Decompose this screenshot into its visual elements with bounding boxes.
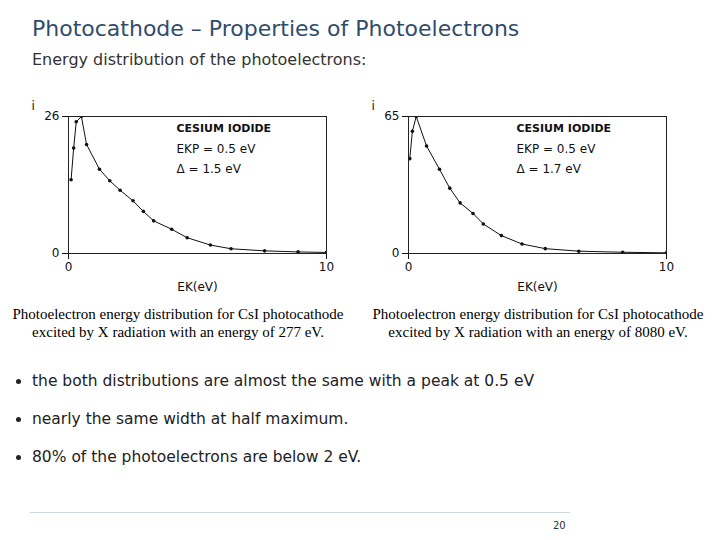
- html-text:Photoelectron energy distribut: Photoelectron energy distribution for Cs…: [372, 306, 704, 340]
- html-text:Photocathode – Properties of P: Photocathode – Properties of Photoelectr…: [32, 16, 520, 41]
- svg-text:0: 0: [392, 246, 400, 260]
- svg-text:0: 0: [405, 260, 413, 274]
- svg-text:Δ = 1.5 eV: Δ = 1.5 eV: [177, 162, 242, 176]
- svg-text:EK(eV): EK(eV): [517, 280, 557, 294]
- html-text:the both distributions are alm: the both distributions are almost the sa…: [32, 372, 534, 390]
- html-text:Energy distribution of the pho: Energy distribution of the photoelectron…: [32, 50, 367, 69]
- svg-text:i: i: [372, 99, 375, 113]
- svg-text:i: i: [32, 99, 35, 113]
- svg-text:EK(eV): EK(eV): [177, 280, 217, 294]
- svg-text:0: 0: [65, 260, 73, 274]
- html-text:nearly the same width at half: nearly the same width at half maximum.: [32, 410, 349, 428]
- html-text:80% of the photoelectrons are: 80% of the photoelectrons are below 2 eV…: [32, 448, 362, 466]
- svg-text:0: 0: [52, 246, 60, 260]
- svg-text:26: 26: [44, 109, 59, 123]
- svg-text:10: 10: [319, 260, 334, 274]
- html-text:20: 20: [553, 520, 566, 531]
- svg-text:10: 10: [659, 260, 674, 274]
- html-text:Photoelectron energy distribut: Photoelectron energy distribution for Cs…: [12, 306, 344, 340]
- svg-text:CESIUM IODIDE: CESIUM IODIDE: [177, 122, 272, 135]
- svg-text:EKP = 0.5 eV: EKP = 0.5 eV: [177, 142, 257, 156]
- svg-text:EKP = 0.5 eV: EKP = 0.5 eV: [517, 142, 597, 156]
- svg-text:Δ = 1.7 eV: Δ = 1.7 eV: [517, 162, 582, 176]
- svg-text:CESIUM IODIDE: CESIUM IODIDE: [517, 122, 612, 135]
- svg-text:65: 65: [384, 109, 399, 123]
